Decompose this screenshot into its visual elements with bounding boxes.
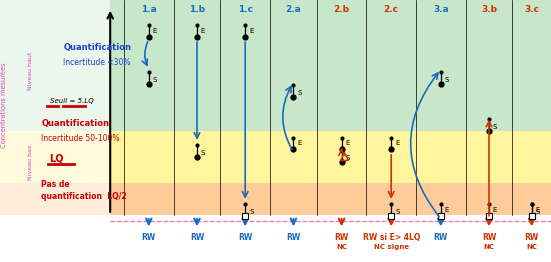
Text: Niveau haut: Niveau haut (28, 52, 33, 90)
Text: RW: RW (190, 233, 204, 242)
Text: Concentrations mesurées: Concentrations mesurées (2, 62, 7, 148)
Text: RW: RW (334, 233, 349, 242)
Text: Pas de: Pas de (41, 180, 70, 189)
Text: NC: NC (484, 244, 494, 250)
Text: S: S (345, 155, 350, 161)
Text: E: E (345, 140, 350, 146)
Text: S: S (249, 209, 253, 215)
Text: RW si E> 4LQ: RW si E> 4LQ (363, 233, 420, 242)
Text: 3.b: 3.b (481, 5, 497, 14)
Text: NC signe: NC signe (374, 244, 409, 250)
Text: Quantification: Quantification (63, 43, 131, 52)
Text: E: E (249, 28, 253, 34)
Text: S: S (153, 77, 157, 83)
Text: E: E (298, 140, 301, 146)
Text: RW: RW (287, 233, 300, 242)
Text: S: S (298, 90, 301, 96)
Text: E: E (536, 207, 540, 213)
Text: NC: NC (526, 244, 537, 250)
Text: NC: NC (336, 244, 347, 250)
Text: S: S (445, 77, 449, 83)
Bar (0, 131, 110, 183)
Text: Incertitude 50-100%: Incertitude 50-100% (41, 134, 120, 143)
Text: E: E (493, 207, 497, 213)
Text: RW: RW (482, 233, 496, 242)
Text: 3.a: 3.a (433, 5, 449, 14)
Text: S: S (395, 209, 399, 215)
Text: S: S (536, 209, 540, 215)
Text: Incertitude <30%: Incertitude <30% (63, 58, 131, 67)
Text: 2.c: 2.c (383, 5, 399, 14)
Text: 2.a: 2.a (285, 5, 301, 14)
Bar (0, 183, 110, 215)
Text: 3.c: 3.c (524, 5, 539, 14)
Bar (0, 0, 110, 131)
Text: RW: RW (238, 233, 252, 242)
Text: 2.b: 2.b (333, 5, 350, 14)
Text: E: E (201, 28, 205, 34)
Text: E: E (395, 140, 399, 146)
Text: Quantification: Quantification (41, 119, 109, 128)
Text: E: E (445, 207, 449, 213)
Bar (110, 131, 551, 183)
Text: 1.a: 1.a (141, 5, 156, 14)
Text: RW: RW (142, 233, 156, 242)
Text: S: S (493, 124, 497, 130)
Bar (110, 183, 551, 215)
Text: quantification  LQ/2: quantification LQ/2 (41, 192, 127, 201)
Text: RW: RW (525, 233, 539, 242)
Text: RW: RW (434, 233, 448, 242)
Text: 1.b: 1.b (189, 5, 205, 14)
Text: Niveau bas: Niveau bas (28, 145, 33, 180)
Text: 1.c: 1.c (237, 5, 253, 14)
Text: E: E (153, 28, 157, 34)
Text: Seuil = 5.LQ: Seuil = 5.LQ (50, 98, 93, 104)
Text: LQ: LQ (50, 154, 64, 163)
Text: S: S (201, 150, 205, 156)
Bar (110, 0, 551, 131)
